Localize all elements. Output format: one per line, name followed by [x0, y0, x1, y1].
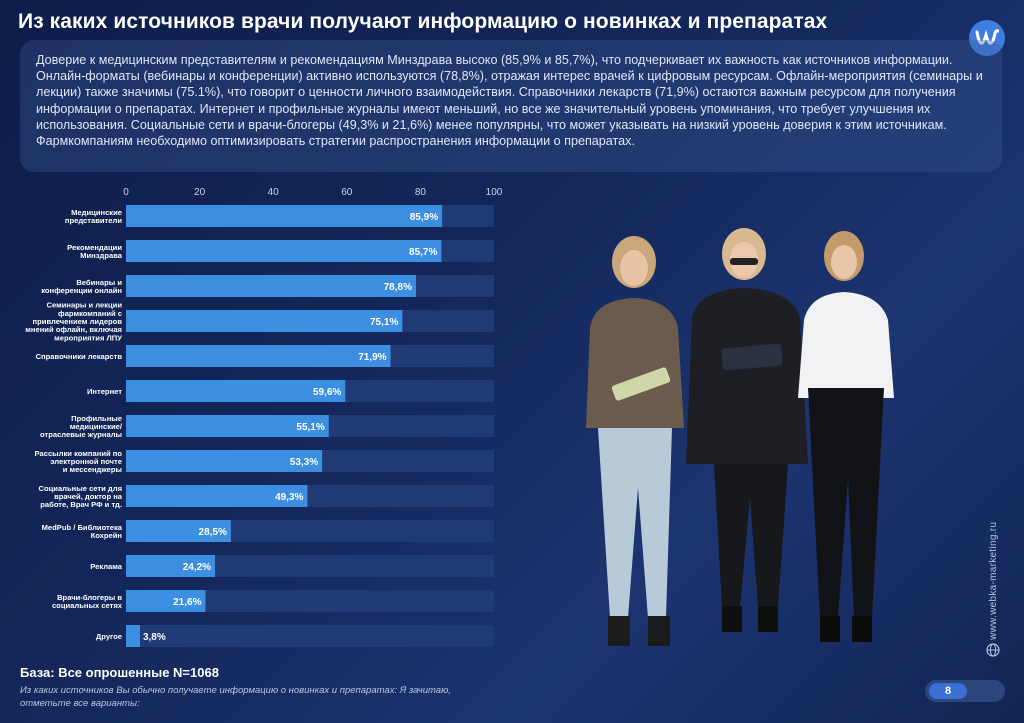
globe-icon	[986, 643, 1000, 657]
category-label: Социальные сети для врачей, доктор на рабо…	[39, 484, 123, 509]
category-label: Интернет	[87, 387, 122, 396]
x-tick-label: 100	[486, 187, 503, 198]
category-label: Рекомендации Минздрава	[67, 243, 123, 260]
bar-value-label: 78,8%	[384, 282, 412, 293]
bar-value-label: 75,1%	[370, 317, 398, 328]
bar-value-label: 85,7%	[409, 247, 437, 258]
page-indicator: 8	[925, 680, 1005, 702]
bar	[126, 555, 216, 577]
bar-value-label: 28,5%	[199, 527, 227, 538]
bar-value-label: 59,6%	[313, 387, 341, 398]
category-label: Другое	[96, 632, 122, 641]
category-label: Семинары и лекции фармкомпаний с привлечен…	[25, 301, 122, 343]
survey-question: Из каких источников Вы обычно получаете …	[20, 685, 451, 709]
x-tick-label: 60	[341, 187, 353, 198]
bar	[126, 205, 443, 227]
bar	[126, 450, 323, 472]
bar	[126, 590, 206, 612]
brand-logo-icon	[969, 20, 1005, 56]
x-tick-label: 20	[194, 187, 206, 198]
bar	[126, 310, 403, 332]
x-tick-label: 0	[123, 187, 129, 198]
category-label: Справочники лекарств	[36, 352, 123, 361]
bar-value-label: 21,6%	[173, 597, 201, 608]
bar-value-label: 3,8%	[143, 632, 166, 643]
bar	[126, 275, 416, 297]
category-label: MedPub / Библиотека Кохрейн	[42, 523, 123, 540]
bar	[126, 345, 391, 367]
bar-track	[126, 625, 494, 647]
bar-track	[126, 590, 494, 612]
bar-value-label: 49,3%	[275, 492, 303, 503]
bar	[126, 520, 231, 542]
bar-value-label: 24,2%	[183, 562, 211, 573]
category-label: Вебинары и конференции онлайн	[41, 278, 122, 295]
bar-value-label: 85,9%	[410, 212, 438, 223]
summary-panel: Доверие к медицинским представителям и р…	[20, 40, 1002, 172]
page-title: Из каких источников врачи получают инфор…	[18, 10, 828, 33]
bar-value-label: 71,9%	[358, 352, 386, 363]
bar-chart: 0 20 40 60 80 100 85,9% Медицинские представител…	[25, 187, 503, 647]
bar	[126, 380, 346, 402]
website-label[interactable]: www.webka-marketing.ru	[988, 521, 999, 640]
page-number: 8	[929, 683, 967, 699]
three-women-photo	[586, 228, 894, 646]
bar	[126, 485, 308, 507]
category-label: Реклама	[90, 562, 123, 571]
x-tick-label: 80	[415, 187, 427, 198]
bar-value-label: 53,3%	[290, 457, 318, 468]
bar-track	[126, 555, 494, 577]
category-label: Профильные медицинские/отраслевые журналы	[40, 414, 123, 439]
bar	[126, 625, 140, 647]
sample-base: База: Все опрошенные N=1068	[20, 665, 219, 680]
category-label: Рассылки компаний по электронной почте и м…	[35, 449, 123, 474]
summary-text: Доверие к медицинским представителям и р…	[36, 53, 983, 149]
bar	[126, 415, 329, 437]
x-tick-label: 40	[268, 187, 280, 198]
category-label: Врачи-блогеры в социальных сетях	[52, 593, 123, 610]
bar	[126, 240, 442, 262]
bar-value-label: 55,1%	[296, 422, 324, 433]
category-label: Медицинские представители	[65, 208, 122, 225]
